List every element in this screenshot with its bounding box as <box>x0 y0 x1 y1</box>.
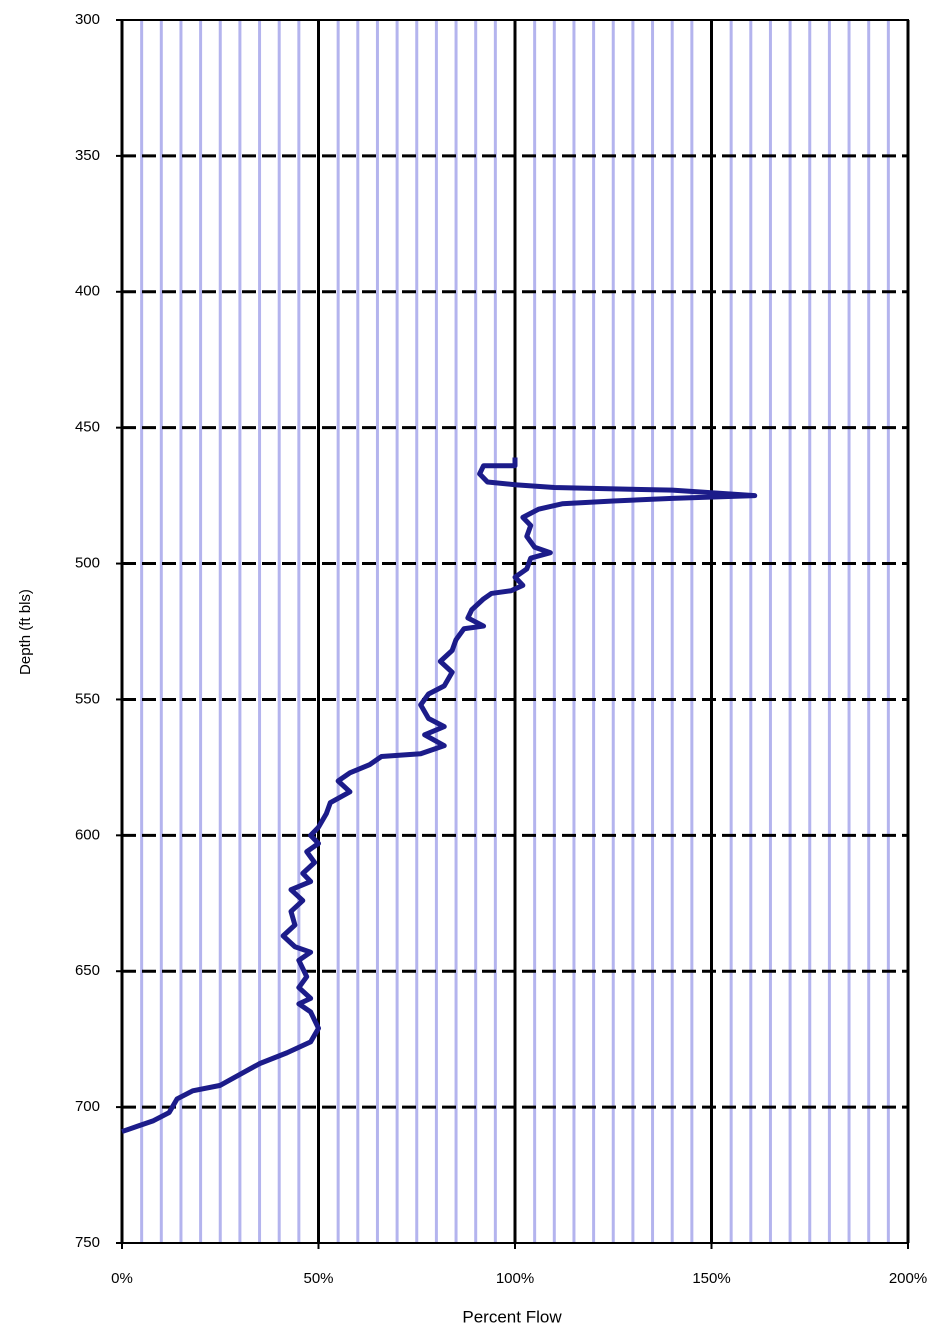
y-tick-label: 450 <box>75 419 100 436</box>
y-axis-title: Depth (ft bls) <box>17 589 34 675</box>
y-tick-label: 650 <box>75 962 100 979</box>
x-tick-label: 200% <box>889 1270 927 1287</box>
x-tick-label: 100% <box>496 1270 534 1287</box>
x-tick-label: 0% <box>111 1270 133 1287</box>
data-line <box>121 457 758 1134</box>
y-tick-label: 300 <box>75 11 100 28</box>
x-tick-label: 150% <box>692 1270 730 1287</box>
y-tick-label: 500 <box>75 555 100 572</box>
x-tick-label: 50% <box>303 1270 333 1287</box>
y-tick-label: 600 <box>75 826 100 843</box>
y-tick-label: 750 <box>75 1234 100 1251</box>
y-tick-label: 700 <box>75 1098 100 1115</box>
y-tick-label: 400 <box>75 283 100 300</box>
x-axis-title: Percent Flow <box>462 1307 562 1326</box>
plot-frame <box>121 19 909 1244</box>
y-tick-label: 350 <box>75 147 100 164</box>
y-tick-label: 550 <box>75 690 100 707</box>
